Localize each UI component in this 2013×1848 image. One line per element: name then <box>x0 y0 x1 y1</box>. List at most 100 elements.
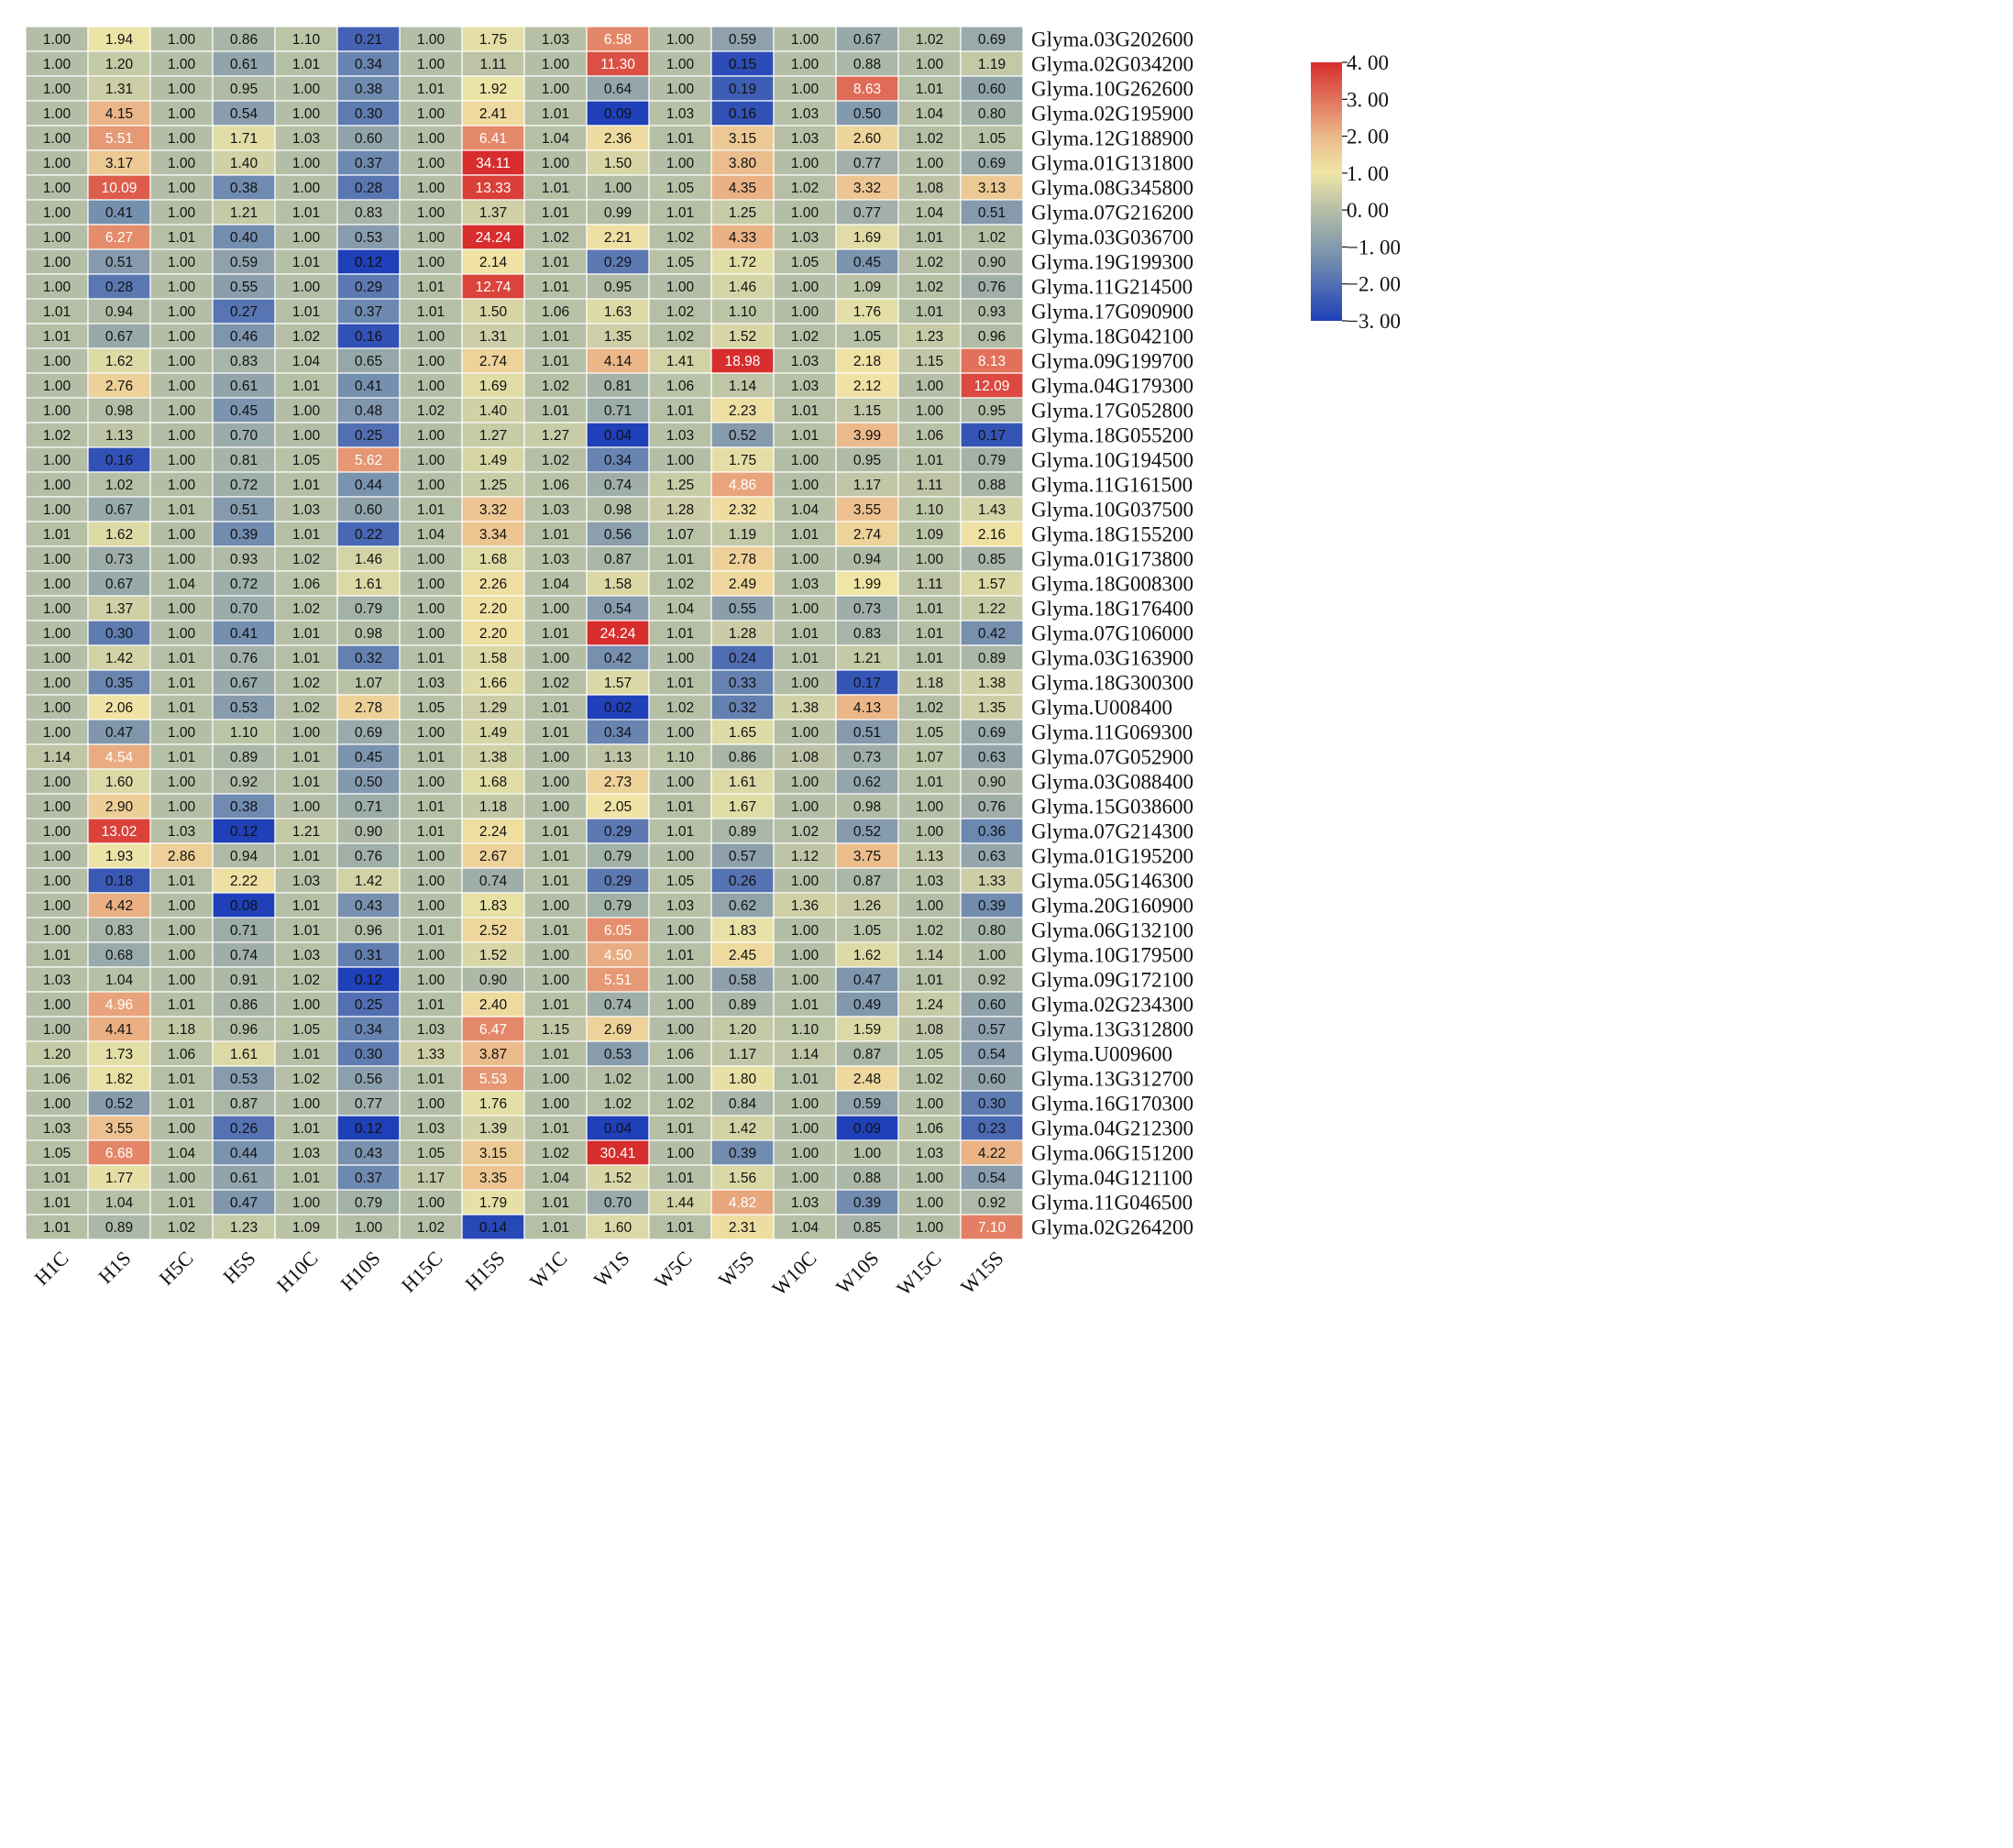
cell-value: 1.05 <box>292 453 320 468</box>
cell-value: 1.00 <box>43 898 72 914</box>
heatmap-cell <box>648 471 712 498</box>
heatmap-cell <box>461 1040 525 1067</box>
cell-value: 1.00 <box>417 379 446 394</box>
cell-value: 0.25 <box>355 428 382 444</box>
cell-value: 1.02 <box>542 230 569 246</box>
cell-value: 0.56 <box>604 527 632 543</box>
cell-value: 0.76 <box>355 849 382 864</box>
heatmap-cell <box>773 818 837 844</box>
cell-value: 3.35 <box>479 1171 507 1186</box>
cell-value: 1.02 <box>666 230 694 246</box>
cell-value: 1.00 <box>791 874 820 889</box>
heatmap-cell <box>773 545 837 572</box>
cell-value: 1.01 <box>542 874 569 889</box>
heatmap-cell <box>212 224 276 250</box>
cell-value: 1.39 <box>479 1121 507 1137</box>
cell-value: 1.20 <box>43 1047 72 1062</box>
cell-value: 1.02 <box>292 973 320 988</box>
cell-value: 1.00 <box>292 1096 321 1112</box>
cell-value: 1.35 <box>978 700 1006 716</box>
cell-value: 1.02 <box>666 577 694 592</box>
heatmap-cell <box>461 570 525 597</box>
cell-value: 1.01 <box>542 527 569 543</box>
cell-value: 1.02 <box>604 1072 632 1087</box>
cell-value: 1.02 <box>916 280 943 295</box>
sample-label: W1C <box>525 1247 572 1293</box>
cell-value: 1.69 <box>479 379 507 394</box>
cell-value: 1.76 <box>479 1096 507 1112</box>
cell-value: 1.00 <box>43 601 72 617</box>
cell-value: 1.00 <box>417 775 446 790</box>
heatmap-cell <box>897 298 962 324</box>
cell-value: 1.44 <box>666 1195 695 1211</box>
heatmap-cell <box>25 323 89 349</box>
heatmap-cell <box>399 669 463 696</box>
cell-value: 0.30 <box>355 1047 383 1062</box>
cell-value: 1.00 <box>542 750 570 765</box>
heatmap-cell <box>586 323 650 349</box>
gene-label: Glyma.08G345800 <box>1031 177 1194 200</box>
cell-value: 0.87 <box>604 552 632 567</box>
cell-value: 0.81 <box>230 453 258 468</box>
cell-value: 3.15 <box>729 131 756 147</box>
cell-value: 0.87 <box>853 1047 881 1062</box>
heatmap-cell <box>399 323 463 349</box>
heatmap-cell <box>87 842 151 869</box>
cell-value: 1.00 <box>791 453 820 468</box>
heatmap-cell <box>960 521 1024 547</box>
cell-value: 1.40 <box>479 403 508 419</box>
heatmap-cell <box>336 100 401 126</box>
cell-value: 0.73 <box>853 601 881 617</box>
cell-value: 0.16 <box>355 329 382 345</box>
cell-value: 1.01 <box>542 1195 569 1211</box>
heatmap-cell <box>212 1164 276 1191</box>
cell-value: 0.91 <box>230 973 258 988</box>
heatmap-cell <box>25 1164 89 1191</box>
cell-value: 0.19 <box>729 82 756 97</box>
cell-value: 2.32 <box>729 502 756 518</box>
heatmap-cell <box>586 199 650 226</box>
heatmap-cell <box>773 50 837 77</box>
heatmap-cell <box>523 149 588 176</box>
gene-label: Glyma.18G300300 <box>1031 672 1194 695</box>
cell-value: 0.65 <box>355 354 382 369</box>
cell-value: 1.01 <box>542 1121 569 1137</box>
cell-value: 2.06 <box>105 700 133 716</box>
cell-value: 1.00 <box>417 230 446 246</box>
cell-value: 1.10 <box>666 750 695 765</box>
heatmap-cell <box>586 471 650 498</box>
heatmap-cell <box>897 521 962 547</box>
heatmap-cell <box>523 199 588 226</box>
heatmap-cell <box>960 941 1024 968</box>
heatmap-cell <box>586 941 650 968</box>
cell-value: 1.00 <box>853 1146 882 1161</box>
heatmap-cell <box>586 595 650 622</box>
cell-value: 2.52 <box>479 923 507 939</box>
heatmap-cell <box>960 125 1024 151</box>
cell-value: 13.33 <box>476 181 512 196</box>
heatmap-cell <box>960 446 1024 473</box>
heatmap-cell <box>773 1115 837 1141</box>
cell-value: 1.02 <box>417 403 445 419</box>
cell-value: 1.77 <box>105 1171 133 1186</box>
cell-value: 1.00 <box>43 725 72 741</box>
heatmap-cell <box>336 50 401 77</box>
cell-value: 1.01 <box>666 948 694 963</box>
sample-label: H10C <box>272 1247 323 1297</box>
cell-value: 1.38 <box>791 700 819 716</box>
cell-value: 1.00 <box>168 527 196 543</box>
cell-value: 1.49 <box>479 725 507 741</box>
cell-value: 0.67 <box>853 32 881 48</box>
cell-value: 0.15 <box>729 57 756 72</box>
heatmap-cell <box>897 719 962 745</box>
cell-value: 0.16 <box>105 453 133 468</box>
cell-value: 1.07 <box>666 527 694 543</box>
cell-value: 1.20 <box>729 1022 757 1038</box>
heatmap-cell <box>523 1016 588 1042</box>
heatmap-cell <box>87 125 151 151</box>
heatmap-cell <box>399 100 463 126</box>
cell-value: 1.01 <box>168 676 195 691</box>
cell-value: 0.79 <box>355 601 382 617</box>
heatmap-cell <box>960 174 1024 201</box>
cell-value: 1.00 <box>168 82 196 97</box>
